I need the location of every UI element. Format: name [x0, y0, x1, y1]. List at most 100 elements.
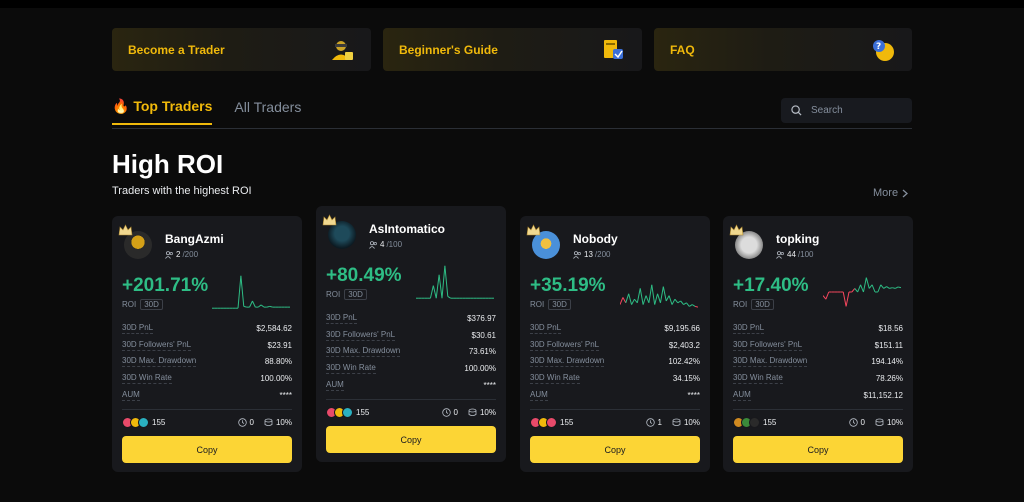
- tab-divider: [112, 128, 912, 129]
- roi-sparkline: [823, 277, 901, 307]
- card-meta: 0 10%: [848, 418, 903, 427]
- sparkline-segment: [645, 295, 650, 303]
- profit-share: 10%: [672, 418, 700, 427]
- sparkline-segment: [636, 288, 641, 303]
- trader-card[interactable]: BangAzmi 2/200 +201.71% ROI 30D 30D PnL $…: [112, 216, 302, 472]
- profit-share-value: 10%: [479, 408, 496, 417]
- more-link[interactable]: More: [873, 187, 909, 199]
- trader-card[interactable]: topking 44/100 +17.40% ROI 30D 30D PnL $1…: [723, 216, 913, 472]
- stat-value: $11,152.12: [863, 391, 903, 401]
- sparkline-segment: [823, 295, 827, 300]
- sparkline-segment: [677, 300, 681, 304]
- avatar[interactable]: [729, 224, 765, 259]
- coins-icon: [672, 418, 681, 427]
- sparkline-segment: [625, 293, 630, 303]
- stat-label: 30D Win Rate: [733, 373, 783, 385]
- sparkline-segment: [868, 284, 873, 289]
- trader-card[interactable]: AsIntomatico 4/100 +80.49% ROI 30D 30D P…: [316, 206, 506, 462]
- stat-label: AUM: [122, 390, 140, 402]
- stat-row: 30D PnL $9,195.66: [530, 320, 700, 337]
- days-counter: 0: [441, 408, 458, 417]
- sparkline-segment: [257, 304, 262, 308]
- beginners-guide-banner[interactable]: Beginner's Guide: [383, 28, 642, 71]
- trader-name[interactable]: BangAzmi: [165, 232, 224, 246]
- tab-all-traders[interactable]: All Traders: [234, 99, 301, 125]
- stat-row: 30D PnL $376.97: [326, 310, 496, 327]
- stat-value: 102.42%: [668, 357, 700, 367]
- sparkline-segment: [860, 284, 864, 293]
- roi-period-badge: 30D: [548, 299, 571, 310]
- roi-label-row: ROI 30D: [530, 299, 571, 310]
- days-counter: 0: [237, 418, 254, 427]
- trader-tabs: 🔥 Top Traders All Traders: [112, 98, 301, 125]
- stat-value: $23.91: [267, 340, 292, 350]
- stat-value: 73.61%: [468, 347, 496, 357]
- stat-row: 30D Max. Drawdown 88.80%: [122, 354, 292, 371]
- profit-share: 10%: [264, 418, 292, 427]
- search-box[interactable]: [781, 98, 912, 123]
- search-input[interactable]: [811, 105, 901, 116]
- sparkline-segment: [689, 304, 693, 307]
- sparkline-segment: [659, 286, 664, 303]
- avatar[interactable]: [322, 214, 358, 249]
- avatar[interactable]: [526, 224, 562, 259]
- crown-icon: [322, 214, 337, 226]
- sparkline-segment: [665, 295, 670, 302]
- roi-value: +201.71%: [122, 275, 209, 296]
- sparkline-segment: [857, 284, 862, 293]
- become-trader-banner[interactable]: Become a Trader: [112, 28, 371, 71]
- followers-max: /100: [386, 240, 403, 249]
- stat-label: 30D Max. Drawdown: [733, 356, 808, 368]
- stat-value: $9,195.66: [664, 323, 700, 333]
- stat-label: 30D PnL: [733, 322, 765, 334]
- stat-label: 30D Win Rate: [122, 373, 172, 385]
- sparkline-segment: [686, 302, 690, 307]
- follower-avatar: [749, 417, 760, 428]
- faq-banner[interactable]: FAQ ?: [654, 28, 912, 71]
- follower-avatars: 155: [122, 417, 165, 428]
- stat-label: 30D PnL: [122, 322, 154, 334]
- stat-label: 30D Max. Drawdown: [122, 356, 197, 368]
- avatar[interactable]: [118, 224, 154, 259]
- section-subtitle: Traders with the highest ROI: [112, 185, 252, 197]
- sparkline-segment: [674, 298, 679, 304]
- roi-sparkline: [620, 284, 698, 308]
- copy-button[interactable]: Copy: [326, 426, 496, 453]
- sparkline-segment: [851, 288, 856, 293]
- copy-button[interactable]: Copy: [733, 436, 903, 463]
- trader-card[interactable]: Nobody 13/200 +35.19% ROI 30D 30D PnL $9,…: [520, 216, 710, 472]
- crown-icon: [729, 224, 744, 236]
- sparkline-segment: [444, 265, 449, 297]
- sparkline-segment: [447, 295, 451, 299]
- stat-value: $376.97: [467, 313, 496, 323]
- coins-icon: [875, 418, 884, 427]
- trader-name[interactable]: Nobody: [573, 232, 618, 246]
- search-icon: [791, 105, 802, 116]
- sparkline-segment: [894, 286, 899, 289]
- roi-sparkline: [416, 265, 494, 299]
- sparkline-segment: [865, 277, 870, 289]
- stat-label: 30D Max. Drawdown: [326, 346, 401, 358]
- sparkline-segment: [877, 284, 882, 293]
- stat-label: 30D Max. Drawdown: [530, 356, 605, 368]
- stat-value: $2,403.2: [668, 340, 700, 350]
- stat-row: 30D Max. Drawdown 102.42%: [530, 354, 700, 371]
- stats-list: 30D PnL $2,584.62 30D Followers' PnL $23.91…: [122, 320, 292, 404]
- users-icon: [776, 250, 784, 259]
- follower-avatar: [138, 417, 149, 428]
- top-band: [0, 0, 1024, 8]
- days-counter: 1: [645, 418, 662, 427]
- sparkline-segment: [441, 265, 446, 299]
- roi-period-badge: 30D: [344, 289, 367, 300]
- stat-value: ****: [279, 391, 292, 401]
- copy-button[interactable]: Copy: [122, 436, 292, 463]
- profit-share-value: 10%: [275, 418, 292, 427]
- guide-book-icon: [604, 40, 623, 59]
- tab-top-traders[interactable]: 🔥 Top Traders: [112, 98, 213, 125]
- trader-name[interactable]: AsIntomatico: [369, 222, 446, 236]
- profit-share: 10%: [875, 418, 903, 427]
- stat-label: 30D Followers' PnL: [122, 339, 192, 351]
- trader-name[interactable]: topking: [776, 232, 820, 246]
- sparkline-segment: [892, 287, 896, 289]
- copy-button[interactable]: Copy: [530, 436, 700, 463]
